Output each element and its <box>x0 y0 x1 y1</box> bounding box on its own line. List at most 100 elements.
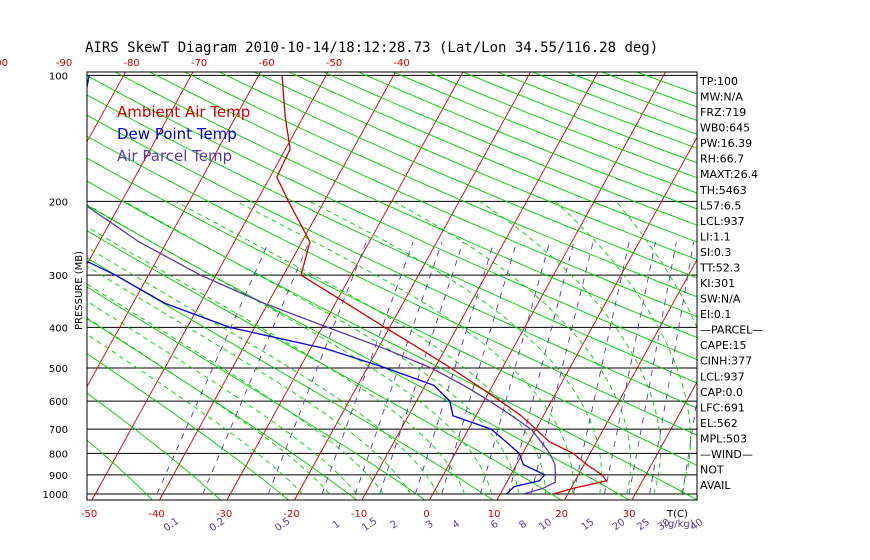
dry-adiabat-line <box>183 72 697 298</box>
dry-adiabat-line <box>357 72 697 210</box>
bottom-temp-tick-label: -20 <box>283 509 299 520</box>
isotherm-line <box>767 56 870 499</box>
dry-adiabat-line <box>87 352 290 500</box>
dry-adiabat-line <box>87 230 563 500</box>
moist-adiabat-line <box>124 201 520 495</box>
isotherm-line <box>496 136 697 500</box>
pressure-tick-label: 100 <box>49 71 68 82</box>
dry-adiabat-line <box>87 257 494 500</box>
index-item: MPL:503 <box>700 432 747 445</box>
index-item: FRZ:719 <box>700 106 746 119</box>
isotherm-line <box>835 56 870 499</box>
index-item: LI:1.1 <box>700 230 731 243</box>
pressure-tick-label: 200 <box>49 197 68 208</box>
grid-layer <box>86 56 870 501</box>
moist-adiabat-line <box>175 201 547 494</box>
mixing-ratio-tick-label: 3 <box>424 519 436 532</box>
moist-adiabat-line <box>479 201 661 495</box>
top-temp-tick-label: -70 <box>191 58 207 69</box>
mixing-ratio-tick-label: 15 <box>580 517 597 533</box>
bottom-temp-tick-label: 10 <box>488 509 501 520</box>
moist-adiabat-line <box>87 317 330 495</box>
index-item: CAPE:15 <box>700 339 747 352</box>
series-line-air-parcel-temp <box>87 205 557 495</box>
dry-adiabat-line <box>287 72 697 243</box>
dry-adiabat-line <box>218 72 697 279</box>
mixing-ratio-tick-label: 2 <box>388 519 400 532</box>
bottom-temp-tick-label: 0 <box>423 509 429 520</box>
pressure-tick-label: 300 <box>49 271 68 282</box>
mixing-ratio-line <box>267 241 367 495</box>
dry-adiabat-line <box>322 72 697 226</box>
moist-adiabat-line <box>87 333 303 495</box>
mixing-ratio-line <box>379 241 464 495</box>
x-axis-unit-label: T(C) <box>666 509 688 520</box>
pressure-tick-label: 900 <box>49 471 68 482</box>
dry-adiabat-line <box>531 72 697 135</box>
mixing-ratio-tick-label: 4 <box>451 519 463 532</box>
isotherm-line <box>361 72 599 500</box>
mixing-ratio-line <box>530 241 594 495</box>
mixing-ratio-tick-label: 6 <box>489 519 501 532</box>
pressure-tick-label: 800 <box>49 449 68 460</box>
dry-adiabat-line <box>87 114 697 409</box>
index-item: L57:6.5 <box>700 199 741 212</box>
top-temp-tick-label: -40 <box>393 58 409 69</box>
chart-title: AIRS SkewT Diagram 2010-10-14/18:12:28.7… <box>85 40 658 56</box>
dry-adiabat-line <box>87 392 222 500</box>
series-layer <box>87 75 608 495</box>
index-item: —PARCEL— <box>700 324 763 337</box>
index-item: RH:66.7 <box>700 153 744 166</box>
index-item: KI:301 <box>700 277 735 290</box>
mixing-ratio-tick-label: 1 <box>331 519 343 532</box>
moist-adiabat-line <box>236 201 574 495</box>
plot-border <box>86 71 698 501</box>
legend-entry: Ambient Air Temp <box>117 103 250 121</box>
index-item: MAXT:26.4 <box>700 168 758 181</box>
series-line-dew-point-temp <box>87 75 546 495</box>
top-temp-tick-label: -50 <box>326 58 342 69</box>
dry-adiabat-line <box>114 72 697 339</box>
mixing-ratio-line <box>479 241 551 495</box>
mixing-ratio-tick-label: 25 <box>635 517 652 533</box>
index-item: EI:0.1 <box>700 308 731 321</box>
isotherm-line <box>87 72 127 143</box>
isotherm-line <box>294 72 532 500</box>
index-panel: TP:100 MW:N/A FRZ:719 WB0:645 PW:16.39 RH:66.… <box>699 75 763 492</box>
isotherm-line <box>87 72 194 266</box>
index-item: SI:0.3 <box>700 246 731 259</box>
bottom-temp-tick-label: -40 <box>148 509 164 520</box>
moist-adiabat-line <box>393 201 632 495</box>
dry-adiabat-line <box>496 72 697 149</box>
pressure-tick-label: 600 <box>49 397 68 408</box>
index-item: LCL:937 <box>700 215 745 228</box>
moist-adiabat-line <box>87 265 411 495</box>
pressure-tick-label: 500 <box>49 364 68 375</box>
y-axis-label: PRESSURE (MB) <box>74 251 85 330</box>
dry-adiabat-line <box>87 157 697 467</box>
pressure-tick-label: 1000 <box>43 490 68 501</box>
moist-adiabat-line <box>87 226 466 495</box>
index-item: SW:N/A <box>700 293 741 306</box>
plot-area <box>87 56 870 500</box>
moist-adiabat-line <box>87 283 384 495</box>
mixing-ratio-unit: (g/kg) <box>664 519 694 530</box>
dry-adiabat-line <box>87 439 153 500</box>
mixing-ratio-line <box>441 241 518 495</box>
isotherm-line <box>159 72 397 500</box>
pressure-tick-label: 400 <box>49 323 68 334</box>
moist-adiabat-line <box>87 300 357 495</box>
series-line-ambient-air-temp <box>276 75 608 495</box>
index-item: LFC:691 <box>700 401 745 414</box>
dry-adiabat-line <box>87 135 697 436</box>
index-item: AVAIL <box>700 479 731 492</box>
index-item: TH:5463 <box>699 184 747 197</box>
isotherm-line <box>631 381 697 500</box>
index-item: TP:100 <box>699 75 738 88</box>
moist-adiabat-line <box>554 201 691 495</box>
mixing-ratio-line <box>156 241 270 495</box>
dry-adiabat-line <box>426 72 697 179</box>
moist-adiabat-line <box>615 201 697 329</box>
